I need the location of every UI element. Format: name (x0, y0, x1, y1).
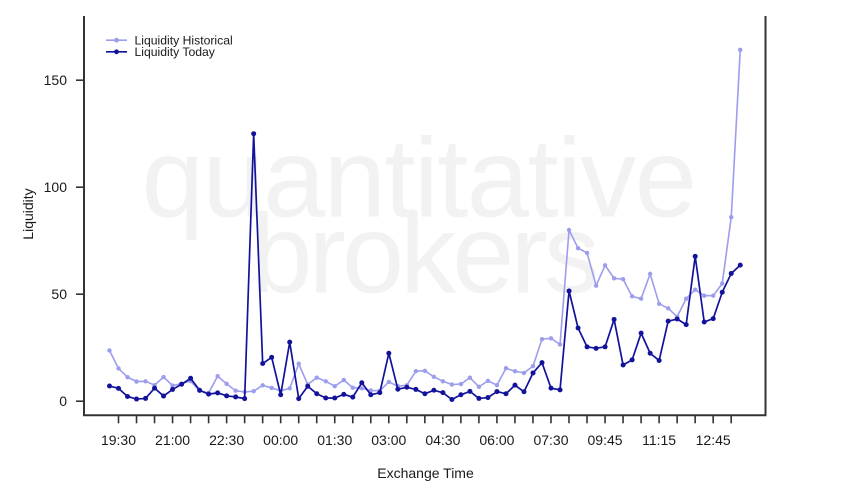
svg-text:11:15: 11:15 (642, 432, 676, 448)
svg-text:Liquidity: Liquidity (20, 188, 36, 239)
svg-text:19:30: 19:30 (101, 432, 136, 448)
svg-text:Liquidity Today: Liquidity Today (135, 45, 216, 59)
svg-text:22:30: 22:30 (209, 432, 244, 448)
svg-text:09:45: 09:45 (588, 432, 623, 448)
svg-text:0: 0 (59, 393, 67, 409)
svg-text:07:30: 07:30 (533, 432, 568, 448)
svg-text:quantitative: quantitative (142, 116, 696, 241)
svg-text:Liquidity Historical: Liquidity Historical (135, 34, 233, 48)
svg-text:Exchange Time: Exchange Time (377, 465, 474, 481)
svg-text:03:00: 03:00 (371, 432, 406, 448)
svg-text:00:00: 00:00 (263, 432, 298, 448)
svg-text:12:45: 12:45 (696, 432, 731, 448)
svg-text:50: 50 (51, 286, 67, 302)
svg-text:04:30: 04:30 (425, 432, 460, 448)
svg-text:21:00: 21:00 (155, 432, 190, 448)
svg-text:150: 150 (44, 72, 68, 88)
svg-text:01:30: 01:30 (317, 432, 352, 448)
svg-text:06:00: 06:00 (479, 432, 514, 448)
svg-text:100: 100 (44, 179, 68, 195)
svg-text:brokers: brokers (250, 192, 595, 317)
